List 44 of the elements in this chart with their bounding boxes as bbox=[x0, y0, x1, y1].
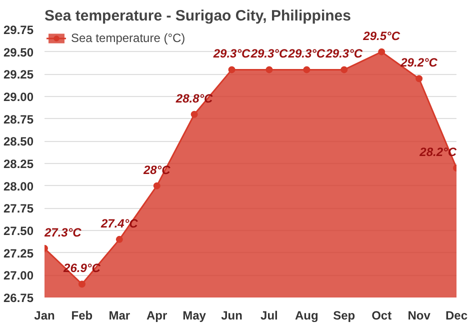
chart-title: Sea temperature - Surigao City, Philippines bbox=[44, 8, 351, 24]
x-tick-label: Jun bbox=[221, 308, 242, 322]
y-tick-label: 29.75 bbox=[3, 23, 34, 37]
x-tick-label: Dec bbox=[445, 308, 468, 322]
y-tick-label: 28.25 bbox=[3, 157, 34, 171]
point bbox=[228, 66, 236, 74]
data-label: 29.3°C bbox=[287, 46, 326, 61]
data-label: 27.3°C bbox=[44, 225, 82, 240]
x-tick-label: May bbox=[182, 308, 206, 322]
data-label: 29.5°C bbox=[362, 28, 400, 43]
point bbox=[153, 182, 160, 190]
data-label: 29.3°C bbox=[324, 46, 363, 61]
x-tick-label: Oct bbox=[372, 308, 392, 322]
y-tick-label: 28.00 bbox=[3, 179, 34, 194]
legend-label: Sea temperature (°C) bbox=[71, 31, 186, 45]
point bbox=[266, 66, 273, 74]
data-label: 29.3°C bbox=[212, 46, 251, 61]
y-tick-label: 28.75 bbox=[3, 112, 34, 126]
y-tick-label: 28.50 bbox=[3, 134, 34, 149]
point bbox=[303, 66, 310, 74]
x-tick-label: Feb bbox=[71, 308, 93, 322]
y-tick-label: 27.25 bbox=[3, 246, 34, 260]
x-tick-label: Aug bbox=[295, 308, 318, 322]
point bbox=[378, 48, 386, 56]
y-tick-label: 26.75 bbox=[3, 291, 34, 305]
y-tick-label: 27.75 bbox=[3, 202, 34, 216]
point bbox=[116, 236, 123, 243]
x-tick-label: Jan bbox=[34, 308, 55, 322]
x-tick-label: Sep bbox=[333, 308, 356, 322]
x-tick-label: Apr bbox=[146, 308, 168, 322]
point bbox=[190, 110, 198, 118]
point bbox=[416, 75, 423, 82]
data-label: 29.2°C bbox=[400, 56, 438, 70]
x-tick-label: Nov bbox=[408, 308, 431, 322]
y-tick-label: 29.25 bbox=[3, 68, 34, 82]
y-tick-label: 29.00 bbox=[3, 90, 34, 104]
point bbox=[340, 66, 348, 74]
point bbox=[78, 280, 86, 288]
y-tick-label: 27.00 bbox=[3, 268, 34, 283]
x-tick-label: Mar bbox=[108, 308, 130, 322]
y-tick-label: 29.50 bbox=[3, 45, 34, 60]
x-tick-label: Jul bbox=[260, 308, 278, 322]
data-label: 29.3°C bbox=[250, 46, 288, 61]
y-tick-label: 27.50 bbox=[3, 224, 34, 238]
